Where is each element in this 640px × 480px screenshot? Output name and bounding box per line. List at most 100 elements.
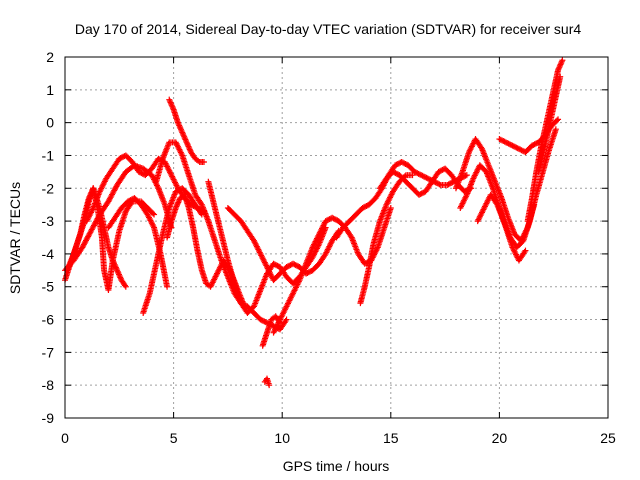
data-point [266, 382, 273, 389]
data-point [497, 136, 504, 143]
data-point [435, 180, 442, 187]
data-point [555, 116, 562, 123]
y-axis: -9 -8 -7 -6 -5 -4 -3 -2 -1 0 1 2 [42, 49, 608, 426]
series-I [166, 96, 208, 166]
data-points [62, 57, 566, 389]
data-point [508, 141, 515, 148]
data-point [418, 190, 425, 197]
data-point [291, 261, 298, 268]
data-point [463, 172, 470, 179]
data-point [419, 172, 426, 179]
chart-title: Day 170 of 2014, Sidereal Day-to-day VTE… [75, 21, 581, 37]
data-point [515, 145, 522, 152]
series-N [270, 204, 394, 336]
data-point [260, 317, 267, 324]
data-point [502, 139, 509, 146]
data-point [201, 159, 208, 166]
data-point [446, 180, 453, 187]
data-point [135, 168, 142, 175]
data-point [402, 160, 409, 167]
data-point [399, 159, 406, 166]
data-point [411, 168, 418, 175]
data-point [307, 268, 314, 275]
data-point [287, 262, 294, 269]
data-point [127, 197, 134, 204]
data-point [122, 283, 129, 290]
y-tick-label: -7 [42, 344, 55, 360]
data-point [363, 202, 370, 209]
data-point [517, 146, 524, 153]
x-tick-label: 10 [274, 430, 290, 446]
data-point [261, 318, 268, 325]
data-point [412, 169, 419, 176]
data-point [360, 204, 367, 211]
x-tick-label: 0 [61, 430, 69, 446]
data-point [522, 247, 529, 254]
data-point [496, 136, 503, 143]
y-tick-label: -5 [42, 279, 55, 295]
series-H [164, 191, 247, 307]
data-point [416, 191, 423, 198]
data-point [137, 169, 144, 176]
data-point [323, 217, 330, 224]
data-point [435, 168, 442, 175]
series-F [140, 185, 205, 316]
data-point [552, 126, 559, 133]
y-tick-label: -8 [42, 377, 55, 393]
x-tick-label: 20 [492, 430, 508, 446]
data-point [149, 210, 156, 217]
data-point [528, 142, 535, 149]
data-point [422, 174, 429, 181]
data-point [417, 191, 424, 198]
data-point [445, 181, 452, 188]
data-point [419, 189, 426, 196]
x-axis-label: GPS time / hours [283, 458, 390, 474]
data-point [292, 262, 299, 269]
data-point [553, 117, 560, 124]
data-point [389, 168, 396, 175]
data-point [117, 155, 124, 162]
x-tick-label: 25 [600, 430, 616, 446]
plot-frame [64, 56, 609, 419]
data-point [124, 198, 131, 205]
data-point [501, 138, 508, 145]
data-point [509, 142, 516, 149]
data-point [398, 159, 405, 166]
data-point [363, 260, 370, 267]
data-point [290, 260, 297, 267]
y-tick-label: -9 [42, 410, 55, 426]
data-point [415, 170, 422, 177]
data-point [258, 317, 265, 324]
data-point [423, 174, 430, 181]
grid [65, 57, 608, 418]
data-point [531, 141, 538, 148]
data-point [500, 138, 507, 145]
y-tick-label: -2 [42, 180, 55, 196]
series-Q [376, 165, 475, 198]
y-tick-label: -1 [42, 147, 55, 163]
data-point [174, 187, 181, 194]
series-W [535, 73, 564, 175]
data-point [512, 143, 519, 150]
x-tick-label: 5 [170, 430, 178, 446]
data-point [424, 175, 431, 182]
data-point [505, 140, 512, 147]
data-point [396, 160, 403, 167]
data-point [286, 262, 293, 269]
series-O [357, 172, 416, 307]
data-point [532, 140, 539, 147]
series-M [261, 375, 273, 389]
data-point [416, 171, 423, 178]
series-P [333, 159, 470, 241]
data-point [330, 215, 337, 222]
data-point [436, 168, 443, 175]
data-point [172, 188, 179, 195]
y-axis-label: SDTVAR / TECUs [7, 182, 23, 294]
data-point [270, 260, 277, 267]
data-point [393, 161, 400, 168]
data-point [393, 170, 400, 177]
data-point [499, 137, 506, 144]
data-point [513, 144, 520, 151]
data-point [504, 139, 511, 146]
